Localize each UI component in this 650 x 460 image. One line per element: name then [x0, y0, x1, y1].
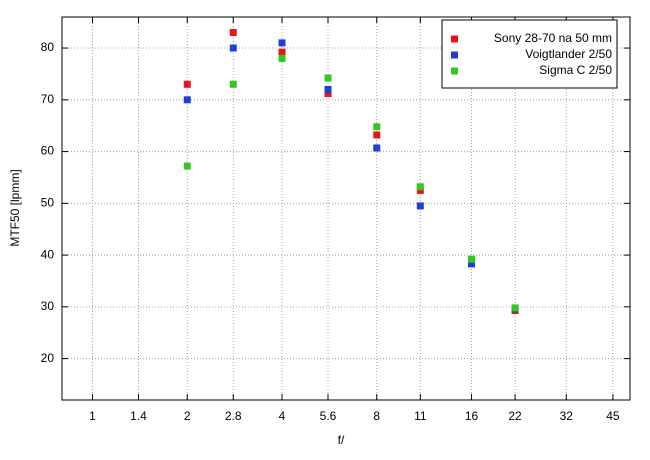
point [468, 255, 476, 263]
y-tick-label: 80 [41, 40, 55, 54]
legend-label: Sony 28-70 na 50 mm [494, 31, 612, 45]
x-tick-label: 45 [606, 409, 620, 423]
point [416, 202, 424, 210]
y-tick-label: 40 [41, 247, 55, 261]
point [468, 260, 476, 268]
x-tick-label: 4 [279, 409, 286, 423]
point [416, 183, 424, 191]
y-tick-label: 60 [41, 144, 55, 158]
x-tick-label: 2 [184, 409, 191, 423]
x-tick-label: 5.6 [320, 409, 337, 423]
legend-marker [451, 35, 458, 43]
point [511, 304, 519, 312]
point [229, 80, 237, 88]
x-tick-label: 2.8 [225, 409, 242, 423]
x-tick-label: 11 [414, 409, 427, 423]
legend-label: Voigtlander 2/50 [525, 47, 612, 61]
plot-frame [61, 16, 631, 401]
point [373, 123, 381, 131]
point [278, 48, 286, 56]
y-tick-label: 20 [41, 351, 55, 365]
y-tick-label: 70 [41, 92, 55, 106]
point [324, 90, 332, 98]
point [324, 85, 332, 93]
x-tick-label: 32 [560, 409, 574, 423]
point [183, 162, 191, 170]
x-tick-label: 8 [373, 409, 380, 423]
point [373, 131, 381, 139]
point [373, 144, 381, 152]
y-axis-label: MTF50 [lpmm] [8, 169, 22, 246]
x-tick-label: 16 [465, 409, 479, 423]
point [229, 44, 237, 52]
point [416, 186, 424, 194]
x-tick-label: 1 [89, 409, 96, 423]
x-tick-label: 22 [508, 409, 522, 423]
legend-marker [451, 51, 458, 59]
x-tick-label: 1.4 [130, 409, 147, 423]
point [324, 74, 332, 82]
legend-marker [451, 67, 458, 75]
y-tick-label: 30 [41, 299, 55, 313]
point [278, 54, 286, 62]
x-axis-label: f/ [338, 433, 345, 447]
point [183, 80, 191, 88]
point [229, 29, 237, 37]
point [183, 96, 191, 104]
point [278, 39, 286, 47]
y-tick-label: 50 [41, 195, 55, 209]
legend-box [441, 19, 618, 89]
legend-label: Sigma C 2/50 [539, 63, 612, 77]
